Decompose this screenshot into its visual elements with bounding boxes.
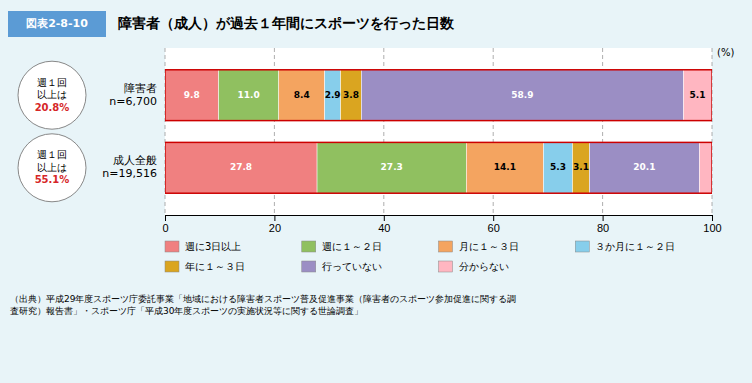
x-tick-mark — [384, 215, 385, 221]
annotation-bubble — [18, 61, 86, 129]
data-label: 8.4 — [294, 90, 310, 100]
x-tick-mark — [493, 215, 494, 221]
annotation: 週１回以上は20.8% — [35, 77, 70, 113]
data-label: 5.1 — [690, 90, 706, 100]
data-label: 2.9 — [325, 90, 341, 100]
legend-swatch — [302, 241, 316, 252]
bar-segment — [165, 142, 317, 193]
legend-label: ３か月に１～２日 — [595, 241, 675, 252]
legend: 週に3日以上 週に１～２日 月に１～３日 ３か月に１～２日年に１～３日 行っていない 分か… — [165, 241, 675, 272]
x-tick-label: 80 — [597, 222, 609, 234]
data-label: 5.3 — [550, 162, 566, 172]
row-frame — [165, 142, 712, 193]
title: 障害者（成人）が過去１年間にスポーツを行った日数 — [118, 15, 455, 31]
grid — [165, 48, 712, 215]
data-labels: 9.8 11.0 8.4 2.93.8 58.9 5.1 27.8 27.3 14.1 5.3 3.… — [184, 90, 706, 173]
plot-background — [165, 48, 712, 215]
data-label: 20.1 — [633, 162, 655, 172]
bar-segment — [589, 142, 699, 193]
legend-label: 月に１～３日 — [459, 241, 519, 252]
x-tick-mark — [603, 215, 604, 221]
legend-swatch — [165, 241, 179, 252]
x-tick: 80 — [597, 215, 609, 234]
x-tick: 60 — [488, 215, 500, 234]
x-tick: 100 — [703, 215, 721, 234]
chart: 図表2-8-10 障害者（成人）が過去１年間にスポーツを行った日数 9.8 11.0 8… — [0, 0, 752, 383]
data-label: 9.8 — [184, 90, 200, 100]
title-tag: 図表2-8-10 — [26, 17, 88, 30]
x-axis-line — [166, 216, 713, 222]
bar-segment — [699, 142, 712, 193]
x-tick: 0 — [162, 215, 168, 234]
legend-swatch — [439, 261, 453, 272]
legend-label: 分からない — [459, 261, 509, 272]
x-tick: 20 — [269, 215, 281, 234]
annotation: 週１回以上は55.1% — [35, 149, 70, 185]
legend-swatch — [439, 241, 453, 252]
x-tick-label: 60 — [488, 222, 500, 234]
legend-label: 年に１～３日 — [185, 261, 245, 272]
data-label: 27.8 — [230, 162, 252, 172]
x-tick-mark — [712, 215, 713, 221]
bar-segment — [219, 70, 279, 121]
x-tick-label: 40 — [378, 222, 390, 234]
bars — [165, 70, 712, 193]
data-label: 27.3 — [381, 162, 403, 172]
data-label: 11.0 — [238, 90, 260, 100]
data-label: 3.8 — [343, 90, 359, 100]
x-axis: 0 20 40 60 80 100 — [162, 215, 721, 234]
x-axis-label: (%) — [717, 47, 734, 58]
bar-segment — [544, 142, 573, 193]
x-tick-label: 20 — [269, 222, 281, 234]
bar-segment — [573, 142, 590, 193]
bar-segment — [279, 70, 325, 121]
legend-label: 週に１～２日 — [322, 241, 382, 252]
bar-segment — [466, 142, 543, 193]
annotation-bubble — [18, 134, 86, 202]
x-tick-mark — [274, 215, 275, 221]
bar-segment — [684, 70, 712, 121]
category-label: 障害者n=6,700 — [109, 82, 157, 108]
data-label: 3.1 — [573, 162, 589, 172]
bar-segment — [165, 70, 219, 121]
source-note: （出典）平成29年度スポーツ庁委託事業「地域における障害者スポーツ普及促進事業（… — [10, 294, 516, 316]
bar-segment — [325, 70, 341, 121]
legend-label: 行っていない — [322, 261, 382, 272]
bar-segment — [317, 142, 466, 193]
legend-swatch — [165, 261, 179, 272]
x-tick-label: 100 — [703, 222, 721, 234]
row-frame — [165, 70, 712, 121]
x-tick: 40 — [378, 215, 390, 234]
legend-swatch — [575, 241, 589, 252]
legend-swatch — [302, 261, 316, 272]
legend-label: 週に3日以上 — [185, 241, 241, 252]
data-label: 14.1 — [494, 162, 516, 172]
x-tick-label: 0 — [162, 222, 168, 234]
bar-segment — [341, 70, 362, 121]
x-tick-mark — [165, 215, 166, 221]
bar-segment — [361, 70, 683, 121]
data-label: 58.9 — [511, 90, 533, 100]
category-label: 成人全般n=19,516 — [102, 154, 157, 180]
title-tag-box — [8, 11, 106, 37]
